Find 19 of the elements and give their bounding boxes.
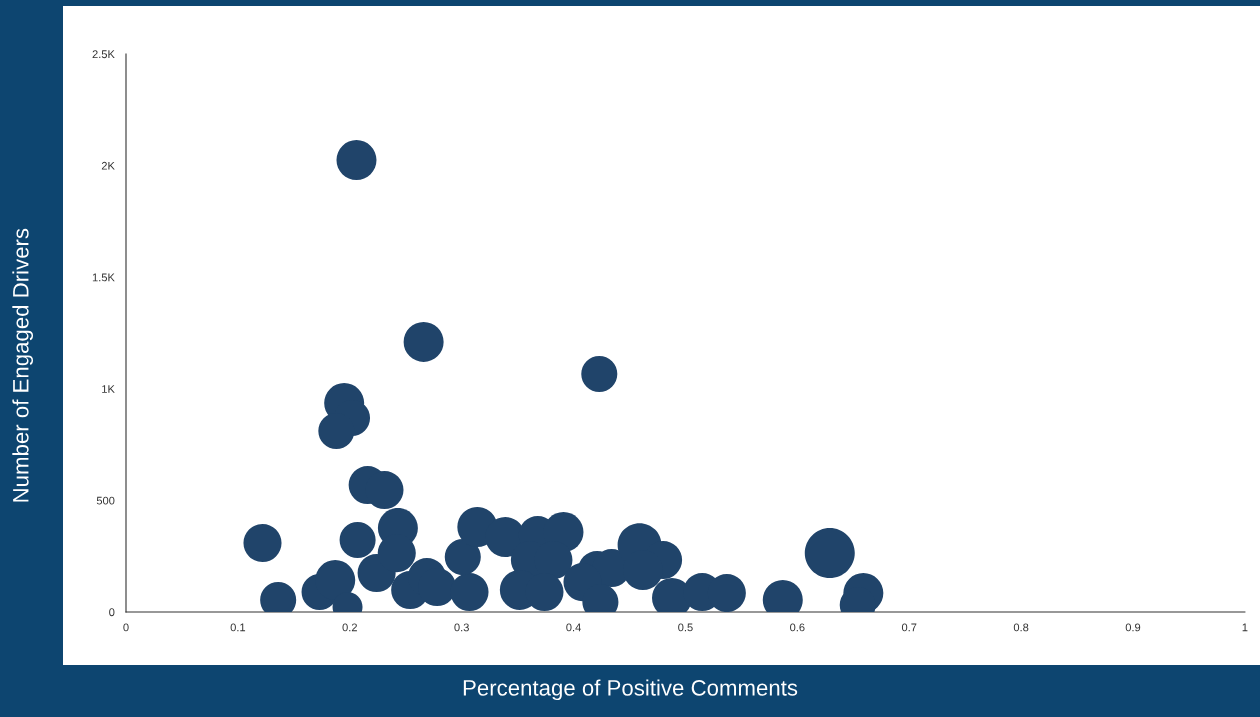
y-tick-label: 1.5K xyxy=(92,273,115,282)
x-tick-label: 0.2 xyxy=(342,623,357,632)
y-tick-label: 0 xyxy=(109,608,115,617)
x-tick-label: 0.4 xyxy=(566,623,581,632)
y-tick-label: 2.5K xyxy=(92,50,115,59)
x-tick-label: 0.8 xyxy=(1013,623,1029,632)
y-axis-title: Number of Engaged Drivers xyxy=(12,228,34,502)
x-tick-label: 0.3 xyxy=(454,623,469,632)
y-tick-label: 500 xyxy=(96,496,115,505)
x-tick-label: 0 xyxy=(123,623,129,632)
x-tick-label: 0.7 xyxy=(901,623,917,632)
x-tick-label: 0.1 xyxy=(230,623,246,632)
x-tick-label: 0.9 xyxy=(1125,623,1141,632)
x-tick-label: 0.6 xyxy=(790,623,805,632)
x-tick-label: 1 xyxy=(1242,623,1248,632)
x-tick-label: 0.5 xyxy=(678,623,693,632)
y-tick-label: 1K xyxy=(102,385,115,393)
x-axis-title: Percentage of Positive Comments xyxy=(463,679,798,701)
y-tick-label: 2K xyxy=(101,161,115,170)
